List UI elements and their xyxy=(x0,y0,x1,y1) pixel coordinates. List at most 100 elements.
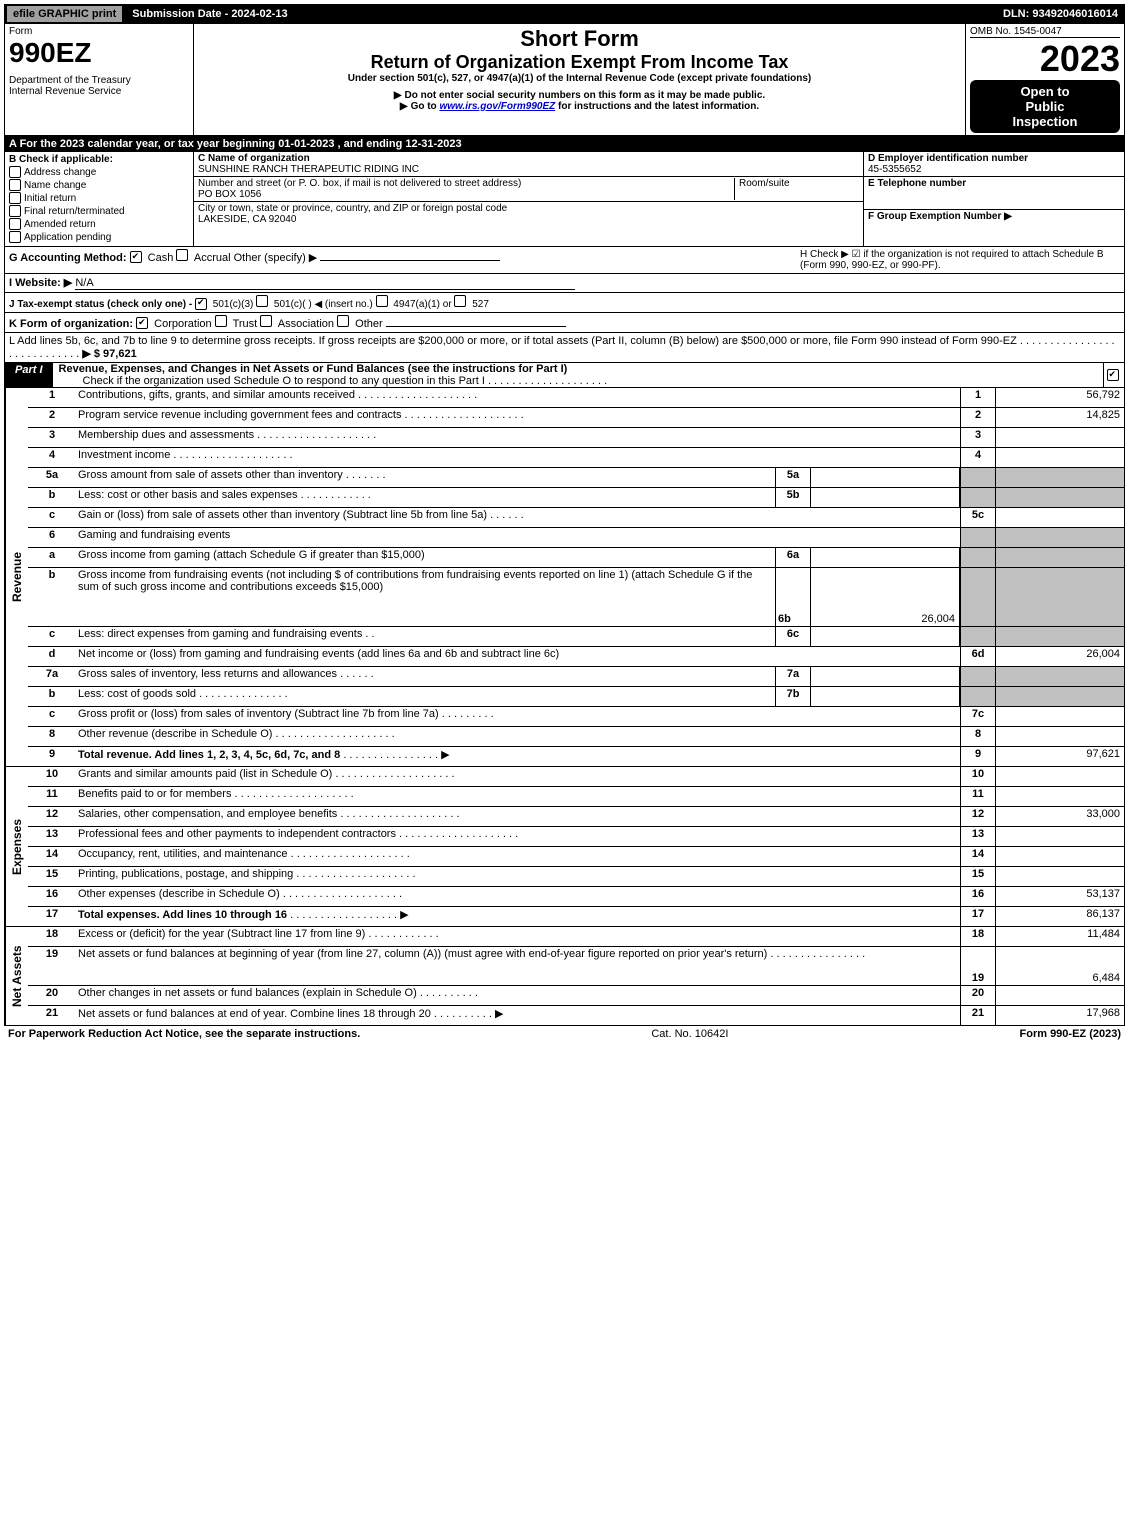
line-10-num: 10 xyxy=(28,767,76,786)
line-14-ref: 14 xyxy=(960,847,995,866)
line-3-value xyxy=(995,428,1124,447)
line-7a-val-grey xyxy=(995,667,1124,686)
revenue-section: Revenue 1Contributions, gifts, grants, a… xyxy=(4,388,1125,767)
line-6b-subnum: 6b xyxy=(775,568,811,626)
checkbox-527[interactable] xyxy=(454,295,466,307)
checkbox-association[interactable] xyxy=(260,315,272,327)
checkbox-trust[interactable] xyxy=(215,315,227,327)
line-7a-ref-grey xyxy=(960,667,995,686)
part-1-header: Part I Revenue, Expenses, and Changes in… xyxy=(4,363,1125,388)
line-6c-ref-grey xyxy=(960,627,995,646)
line-5c-value xyxy=(995,508,1124,527)
line-3-ref: 3 xyxy=(960,428,995,447)
line-6a-subval xyxy=(811,548,960,567)
e-phone-label: E Telephone number xyxy=(868,178,966,189)
line-14-value xyxy=(995,847,1124,866)
line-20-desc: Other changes in net assets or fund bala… xyxy=(76,986,960,1005)
line-6b-num: b xyxy=(28,568,76,626)
line-14-desc: Occupancy, rent, utilities, and maintena… xyxy=(76,847,960,866)
label-corporation: Corporation xyxy=(154,318,211,330)
line-13-ref: 13 xyxy=(960,827,995,846)
line-7b-ref-grey xyxy=(960,687,995,706)
checkbox-schedule-o-part1[interactable] xyxy=(1107,369,1119,381)
efile-print-button[interactable]: efile GRAPHIC print xyxy=(6,5,123,23)
line-6d-num: d xyxy=(28,647,76,666)
other-specify-input[interactable] xyxy=(320,260,500,261)
line-5a-desc: Gross amount from sale of assets other t… xyxy=(76,468,775,487)
checkbox-final-return[interactable] xyxy=(9,205,21,217)
checkbox-other-org[interactable] xyxy=(337,315,349,327)
line-17-num: 17 xyxy=(28,907,76,926)
page-footer: For Paperwork Reduction Act Notice, see … xyxy=(4,1026,1125,1042)
checkbox-accrual[interactable] xyxy=(176,249,188,261)
b-label: B Check if applicable: xyxy=(9,154,189,165)
omb-number: OMB No. 1545-0047 xyxy=(970,26,1120,38)
line-6-ref-grey xyxy=(960,528,995,547)
line-4-num: 4 xyxy=(28,448,76,467)
line-20-num: 20 xyxy=(28,986,76,1005)
line-11-value xyxy=(995,787,1124,806)
section-d-e-f: D Employer identification number 45-5355… xyxy=(864,152,1124,246)
line-13-desc: Professional fees and other payments to … xyxy=(76,827,960,846)
checkbox-corporation[interactable] xyxy=(136,317,148,329)
line-16-desc: Other expenses (describe in Schedule O) xyxy=(76,887,960,906)
line-5a-subnum: 5a xyxy=(775,468,811,487)
line-9-value: 97,621 xyxy=(995,747,1124,766)
checkbox-application-pending[interactable] xyxy=(9,231,21,243)
line-4-ref: 4 xyxy=(960,448,995,467)
line-6d-value: 26,004 xyxy=(995,647,1124,666)
line-6b-val-grey xyxy=(995,568,1124,626)
line-11-ref: 11 xyxy=(960,787,995,806)
checkbox-4947[interactable] xyxy=(376,295,388,307)
line-21-desc: Net assets or fund balances at end of ye… xyxy=(76,1006,960,1025)
line-8-ref: 8 xyxy=(960,727,995,746)
line-5a-num: 5a xyxy=(28,468,76,487)
line-15-desc: Printing, publications, postage, and shi… xyxy=(76,867,960,886)
line-6d-desc: Net income or (loss) from gaming and fun… xyxy=(76,647,960,666)
line-7a-subnum: 7a xyxy=(775,667,811,686)
line-10-value xyxy=(995,767,1124,786)
line-2-ref: 2 xyxy=(960,408,995,427)
checkbox-501c[interactable] xyxy=(256,295,268,307)
line-5b-subval xyxy=(811,488,960,507)
line-19-value: 6,484 xyxy=(995,947,1124,985)
checkbox-501c3[interactable] xyxy=(195,298,207,310)
line-1-desc: Contributions, gifts, grants, and simila… xyxy=(76,388,960,407)
checkbox-cash[interactable] xyxy=(130,251,142,263)
line-15-ref: 15 xyxy=(960,867,995,886)
checkbox-name-change[interactable] xyxy=(9,179,21,191)
line-17-desc: Total expenses. Add lines 10 through 16 … xyxy=(76,907,960,926)
org-address: PO BOX 1056 xyxy=(198,189,261,200)
i-label: I Website: ▶ xyxy=(9,277,72,289)
checkbox-initial-return[interactable] xyxy=(9,192,21,204)
label-other-specify: Other (specify) ▶ xyxy=(234,252,318,264)
line-18-ref: 18 xyxy=(960,927,995,946)
line-4-value xyxy=(995,448,1124,467)
label-501c: 501(c)( ) ◀ (insert no.) xyxy=(274,299,373,310)
checkbox-amended-return[interactable] xyxy=(9,218,21,230)
line-16-ref: 16 xyxy=(960,887,995,906)
part-1-label: Part I xyxy=(5,363,53,387)
c-addr-label: Number and street (or P. O. box, if mail… xyxy=(198,178,521,189)
other-org-input[interactable] xyxy=(386,326,566,327)
goto-link[interactable]: Go to www.irs.gov/Form990EZ for instruct… xyxy=(198,101,961,112)
line-2-value: 14,825 xyxy=(995,408,1124,427)
line-4-desc: Investment income xyxy=(76,448,960,467)
line-3-desc: Membership dues and assessments xyxy=(76,428,960,447)
l-text: L Add lines 5b, 6c, and 7b to line 9 to … xyxy=(9,335,1017,347)
line-5c-num: c xyxy=(28,508,76,527)
line-6-num: 6 xyxy=(28,528,76,547)
return-title: Return of Organization Exempt From Incom… xyxy=(198,52,961,73)
label-527: 527 xyxy=(472,299,489,310)
form-number: 990EZ xyxy=(9,37,189,69)
line-7a-subval xyxy=(811,667,960,686)
dept-treasury: Department of the Treasury Internal Reve… xyxy=(9,75,189,97)
k-label: K Form of organization: xyxy=(9,318,133,330)
row-i-website: I Website: ▶ N/A xyxy=(4,274,1125,293)
line-5c-desc: Gain or (loss) from sale of assets other… xyxy=(76,508,960,527)
line-7c-num: c xyxy=(28,707,76,726)
checkbox-address-change[interactable] xyxy=(9,166,21,178)
line-8-num: 8 xyxy=(28,727,76,746)
line-6b-desc: Gross income from fundraising events (no… xyxy=(76,568,775,626)
submission-date-label: Submission Date - 2024-02-13 xyxy=(125,5,294,23)
